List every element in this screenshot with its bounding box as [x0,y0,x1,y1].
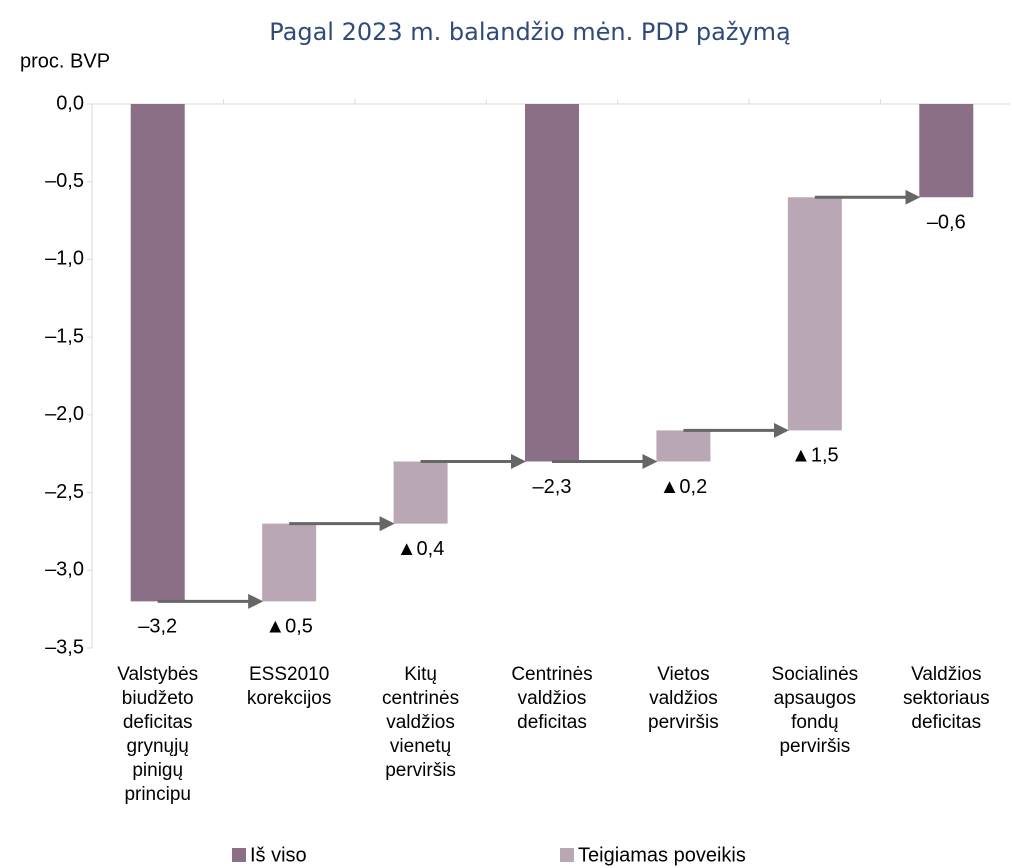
x-tick-label: Valdžios [911,664,981,685]
legend-label: Teigiamas poveikis [578,844,746,866]
value-label: –2,3 [533,476,572,498]
legend-swatch [232,848,246,862]
value-label: ▲1,5 [791,445,839,467]
x-tick-label: principu [124,784,191,805]
x-tick-label: perviršis [648,712,719,733]
value-label: ▲0,2 [660,476,708,498]
x-tick-label: Socialinės [772,664,859,685]
x-tick-label: ESS2010 [249,664,329,685]
x-tick-label: grynųjų [127,736,189,757]
x-tick-label: fondų [791,712,839,733]
x-tick-label: deficitas [123,712,193,733]
x-tick-label: vienetų [390,736,451,757]
x-tick-label: apsaugos [774,688,856,709]
y-tick-label: –0,5 [45,170,84,192]
bar [787,197,842,431]
y-tick-label: –3,0 [45,559,84,581]
y-tick-label: –2,0 [45,403,84,425]
x-tick-label: deficitas [911,712,981,733]
x-tick-label: centrinės [382,688,459,709]
y-tick-label: –1,0 [45,248,84,270]
y-tick-label: 0,0 [56,92,84,114]
x-tick-label: korekcijos [247,688,331,709]
x-tick-label: perviršis [385,760,456,781]
x-tick-label: Centrinės [511,664,592,685]
x-tick-label: biudžeto [122,688,194,709]
x-tick-label: pinigų [132,760,183,781]
legend-label: Iš viso [250,844,307,866]
y-axis-label: proc. BVP [20,50,110,72]
x-tick-label: Vietos [657,664,709,685]
value-label: –0,6 [927,212,966,234]
bar [393,461,448,524]
x-tick-label: perviršis [779,736,850,757]
bar [656,430,711,462]
value-label: ▲0,4 [397,538,445,560]
x-tick-label: sektoriaus [903,688,990,709]
y-tick-label: –2,5 [45,481,84,503]
x-tick-label: valdžios [649,688,718,709]
legend-swatch [560,848,574,862]
bar [919,104,974,198]
x-tick-label: Kitų [404,664,437,685]
y-tick-label: –1,5 [45,325,84,347]
bar [525,104,579,462]
x-tick-label: valdžios [386,712,455,733]
x-tick-label: Valstybės [117,664,198,685]
value-label: ▲0,5 [265,616,313,638]
x-tick-label: valdžios [518,688,587,709]
bar [262,523,317,602]
value-label: –3,2 [138,616,177,638]
x-tick-label: deficitas [517,712,587,733]
chart-title: Pagal 2023 m. balandžio mėn. PDP pažymą [269,18,791,46]
bar [130,104,185,602]
y-tick-label: –3,5 [45,636,84,658]
